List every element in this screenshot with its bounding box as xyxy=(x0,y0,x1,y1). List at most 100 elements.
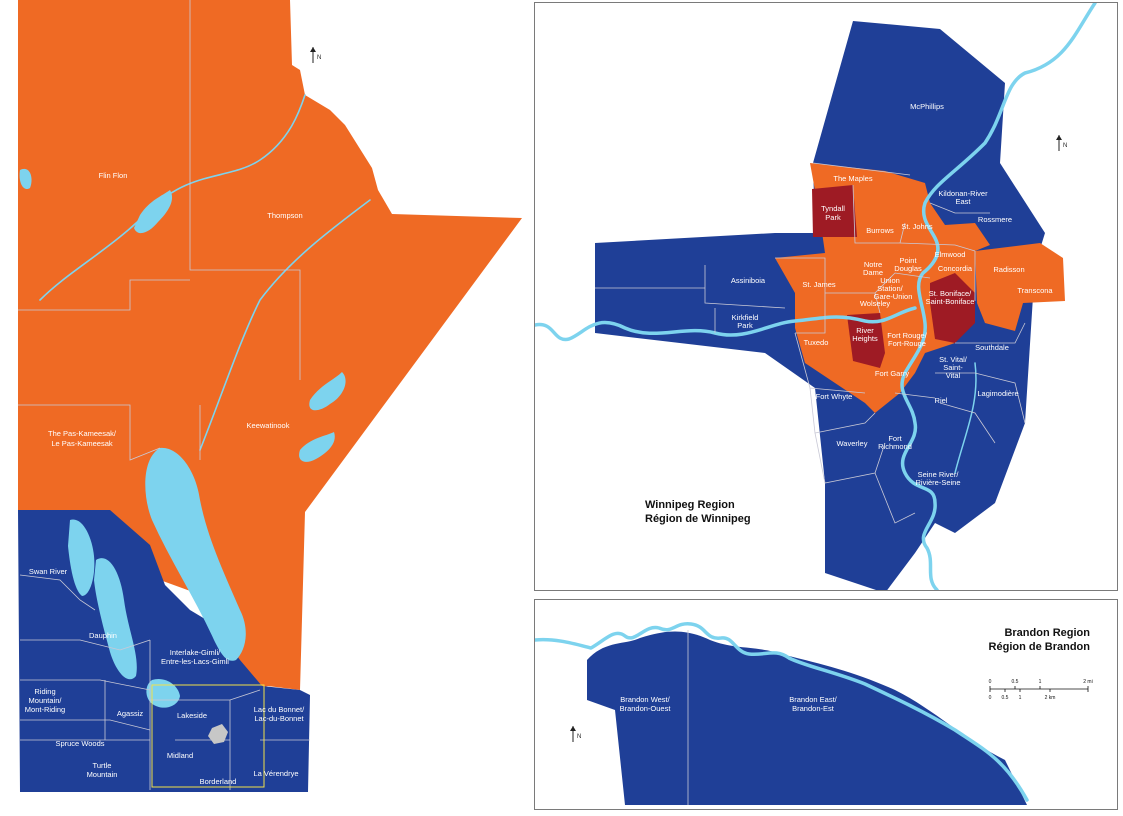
brandon-east-label-2: Brandon-Est xyxy=(792,704,835,713)
riding-mountain-label-1: Riding xyxy=(34,687,55,696)
fort-richmond-label-1: Fort xyxy=(888,434,902,443)
union-station-label-1: Union xyxy=(880,276,900,285)
the-maples-label: The Maples xyxy=(833,174,872,183)
interlake-label-2: Entre-les-Lacs-Gimli xyxy=(161,657,229,666)
lac-du-bonnet-label-2: Lac-du-Bonnet xyxy=(254,714,304,723)
riding-mountain-label-3: Mont-Riding xyxy=(25,705,65,714)
red-river xyxy=(900,3,1097,590)
agassiz-label: Agassiz xyxy=(117,709,144,718)
st-boniface-label-2: Saint-Boniface xyxy=(926,297,975,306)
lac-du-bonnet-label-1: Lac du Bonnet/ xyxy=(254,705,305,714)
st-johns-label: St. Johns xyxy=(901,222,933,231)
fort-richmond-label-2: Richmond xyxy=(878,442,912,451)
scale-bar: 0 0.5 1 2 mi 0 0.5 1 2 km xyxy=(989,679,1093,701)
winnipeg-region-title: Winnipeg Region xyxy=(645,499,735,511)
brandon-region-title: Brandon Region xyxy=(1004,627,1090,639)
riel-label: Riel xyxy=(935,396,948,405)
brandon-region-panel: N Brandon West/ Brandon-Ouest Brandon Ea… xyxy=(534,599,1118,810)
the-pas-label-2: Le Pas-Kameesak xyxy=(51,439,113,448)
the-pas-label-1: The Pas-Kameesak/ xyxy=(48,429,117,438)
tuxedo-label: Tuxedo xyxy=(804,338,829,347)
lake-winnipegosis xyxy=(68,519,95,596)
dauphin-label: Dauphin xyxy=(89,631,117,640)
point-douglas-label-1: Point xyxy=(899,256,917,265)
turtle-mountain-label-2: Mountain xyxy=(87,770,118,779)
southdale-label: Southdale xyxy=(975,343,1009,352)
brandon-west-label-1: Brandon West/ xyxy=(620,695,670,704)
brandon-pc-area xyxy=(587,631,1027,805)
elmwood-label: Elmwood xyxy=(935,250,966,259)
brandon-west-label-2: Brandon-Ouest xyxy=(620,704,672,713)
st-vital-label-1: St. Vital/ xyxy=(939,355,968,364)
winnipeg-city-area xyxy=(208,724,228,744)
winnipeg-inset-box xyxy=(151,684,265,788)
assiniboine-river-brandon xyxy=(535,622,1029,802)
river-heights-ward xyxy=(847,313,885,368)
winnipeg-region-title-fr: Région de Winnipeg xyxy=(645,513,751,525)
winnipeg-region-panel: N McPhillips The Maples Tyndall Park Kil… xyxy=(534,2,1118,591)
tyndall-park-label-2: Park xyxy=(825,213,841,222)
keewatinook-label: Keewatinook xyxy=(247,421,290,430)
fort-rouge-label-2: Fort-Rouge xyxy=(888,339,926,348)
river-heights-label-2: Heights xyxy=(852,334,878,343)
southern-lake-west xyxy=(146,678,180,708)
borderland-label: Borderland xyxy=(200,777,237,786)
kirkfield-park-label-1: Kirkfield xyxy=(732,313,759,322)
seine-river xyxy=(954,362,977,474)
scale-km-0: 0 xyxy=(989,695,992,701)
scale-km-05: 0.5 xyxy=(1002,695,1009,701)
st-vital-label-3: Vital xyxy=(946,371,961,380)
wolseley-label: Wolseley xyxy=(860,299,891,308)
burrows-label: Burrows xyxy=(866,226,894,235)
riding-mountain-label-2: Mountain/ xyxy=(29,696,63,705)
fort-garry-label: Fort Garry xyxy=(875,369,909,378)
spruce-woods-label: Spruce Woods xyxy=(55,739,104,748)
union-station-label-2: Station/ xyxy=(877,284,903,293)
lake-manitoba xyxy=(94,558,137,680)
lake-winnipeg xyxy=(145,447,246,661)
scale-mi-05: 0.5 xyxy=(1012,679,1019,685)
union-station-label-3: Gare-Union xyxy=(874,292,913,301)
river-heights-label-1: River xyxy=(856,326,874,335)
brandon-map: N Brandon West/ Brandon-Ouest Brandon Ea… xyxy=(535,622,1093,805)
north-arrow-icon: N xyxy=(1056,135,1067,151)
northern-lake-2 xyxy=(309,372,346,411)
st-boniface-ward xyxy=(930,273,975,343)
flin-flon-label: Flin Flon xyxy=(99,171,128,180)
concordia-label: Concordia xyxy=(938,264,973,273)
seine-river-label-2: Rivière-Seine xyxy=(915,478,960,487)
scale-km-2: 2 km xyxy=(1045,695,1056,701)
brandon-east-label-1: Brandon East/ xyxy=(789,695,837,704)
scale-mi-1: 1 xyxy=(1039,679,1042,685)
transcona-ward xyxy=(975,243,1065,331)
svg-text:N: N xyxy=(577,734,581,740)
radisson-label: Radisson xyxy=(993,265,1024,274)
roblin-label: Roblin xyxy=(644,354,665,363)
northern-lake-4 xyxy=(19,168,32,190)
svg-text:N: N xyxy=(317,55,321,61)
winnipeg-ward-boundaries xyxy=(595,162,1026,524)
point-douglas-label-2: Douglas xyxy=(894,264,922,273)
province-north-ndp-area xyxy=(18,0,522,690)
winnipeg-map: N McPhillips The Maples Tyndall Park Kil… xyxy=(535,3,1097,590)
churchill-river xyxy=(39,94,306,301)
scale-km-1: 1 xyxy=(1019,695,1022,701)
nelson-river xyxy=(199,199,371,451)
northern-lake-1 xyxy=(134,190,173,234)
thompson-label: Thompson xyxy=(267,211,302,220)
st-boniface-label-1: St. Boniface/ xyxy=(929,289,972,298)
rossmere-label: Rossmere xyxy=(978,215,1012,224)
la-verendrye-label: La Vérendrye xyxy=(253,769,298,778)
tyndall-park-label-1: Tyndall xyxy=(821,204,845,213)
kildonan-river-east-label-1: Kildonan-River xyxy=(938,189,988,198)
swan-river-label: Swan River xyxy=(29,567,68,576)
brandon-region-title-fr: Région de Brandon xyxy=(989,641,1091,653)
waverley-label: Waverley xyxy=(837,439,868,448)
assiniboia-label: Assiniboia xyxy=(731,276,766,285)
northern-lake-3 xyxy=(299,432,335,462)
kildonan-river-east-label-2: East xyxy=(955,197,971,206)
midland-label: Midland xyxy=(167,751,193,760)
province-boundaries xyxy=(18,0,310,790)
fort-rouge-label-1: Fort Rouge/ xyxy=(887,331,928,340)
notre-dame-label-1: Notre xyxy=(864,260,882,269)
